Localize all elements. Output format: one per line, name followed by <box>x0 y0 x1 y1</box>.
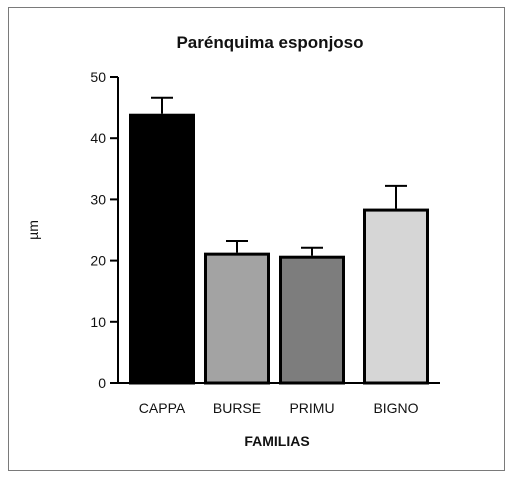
y-tick-label: 20 <box>90 253 106 269</box>
axes-group: CAPPA BURSE PRIMU BIGNO 0 10 20 30 40 50 <box>90 69 440 416</box>
y-tick-label: 10 <box>90 314 106 330</box>
y-tick-label: 30 <box>90 191 106 207</box>
x-tick-label-cappa: CAPPA <box>139 400 186 416</box>
x-axis-label: FAMILIAS <box>244 433 309 449</box>
bar-primu <box>279 255 345 385</box>
x-tick-label-bigno: BIGNO <box>373 400 418 416</box>
y-tick-label: 50 <box>90 69 106 85</box>
bar-cappa <box>129 113 195 385</box>
bar-burse <box>204 252 270 385</box>
bar-bigno <box>363 208 429 385</box>
y-tick-label: 0 <box>98 375 106 391</box>
x-tick-label-burse: BURSE <box>213 400 261 416</box>
x-tick-label-primu: PRIMU <box>289 400 334 416</box>
y-axis-label: µm <box>25 220 41 240</box>
y-tick-label: 40 <box>90 130 106 146</box>
chart-title: Parénquima esponjoso <box>176 33 363 52</box>
bars-group <box>129 96 429 385</box>
